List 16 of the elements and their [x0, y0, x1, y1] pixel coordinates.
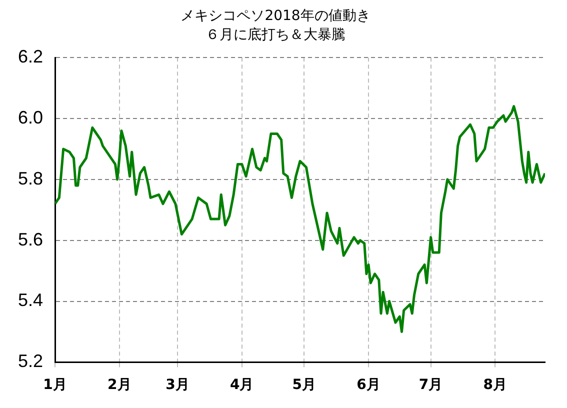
y-tick-label: 5.8: [18, 168, 44, 188]
chart-subtitle: ６月に底打ち＆大暴騰: [206, 26, 346, 43]
x-tick-label: 6月: [356, 377, 380, 394]
x-tick-label: 8月: [483, 377, 508, 394]
chart-title: メキシコペソ2018年の値動き: [180, 8, 370, 24]
y-tick-label: 5.4: [18, 290, 44, 310]
y-tick-label: 6.0: [18, 107, 44, 128]
y-tick-label: 6.2: [18, 46, 44, 67]
y-tick-label: 5.6: [18, 229, 44, 250]
x-tick-label: 5月: [292, 377, 316, 394]
y-tick-label: 5.2: [18, 351, 44, 372]
x-tick-label: 4月: [230, 377, 254, 394]
x-tick-label: 1月: [43, 377, 67, 394]
x-tick-label: 7月: [418, 377, 443, 394]
x-tick-label: 2月: [108, 377, 132, 394]
x-tick-label: 3月: [166, 377, 190, 394]
